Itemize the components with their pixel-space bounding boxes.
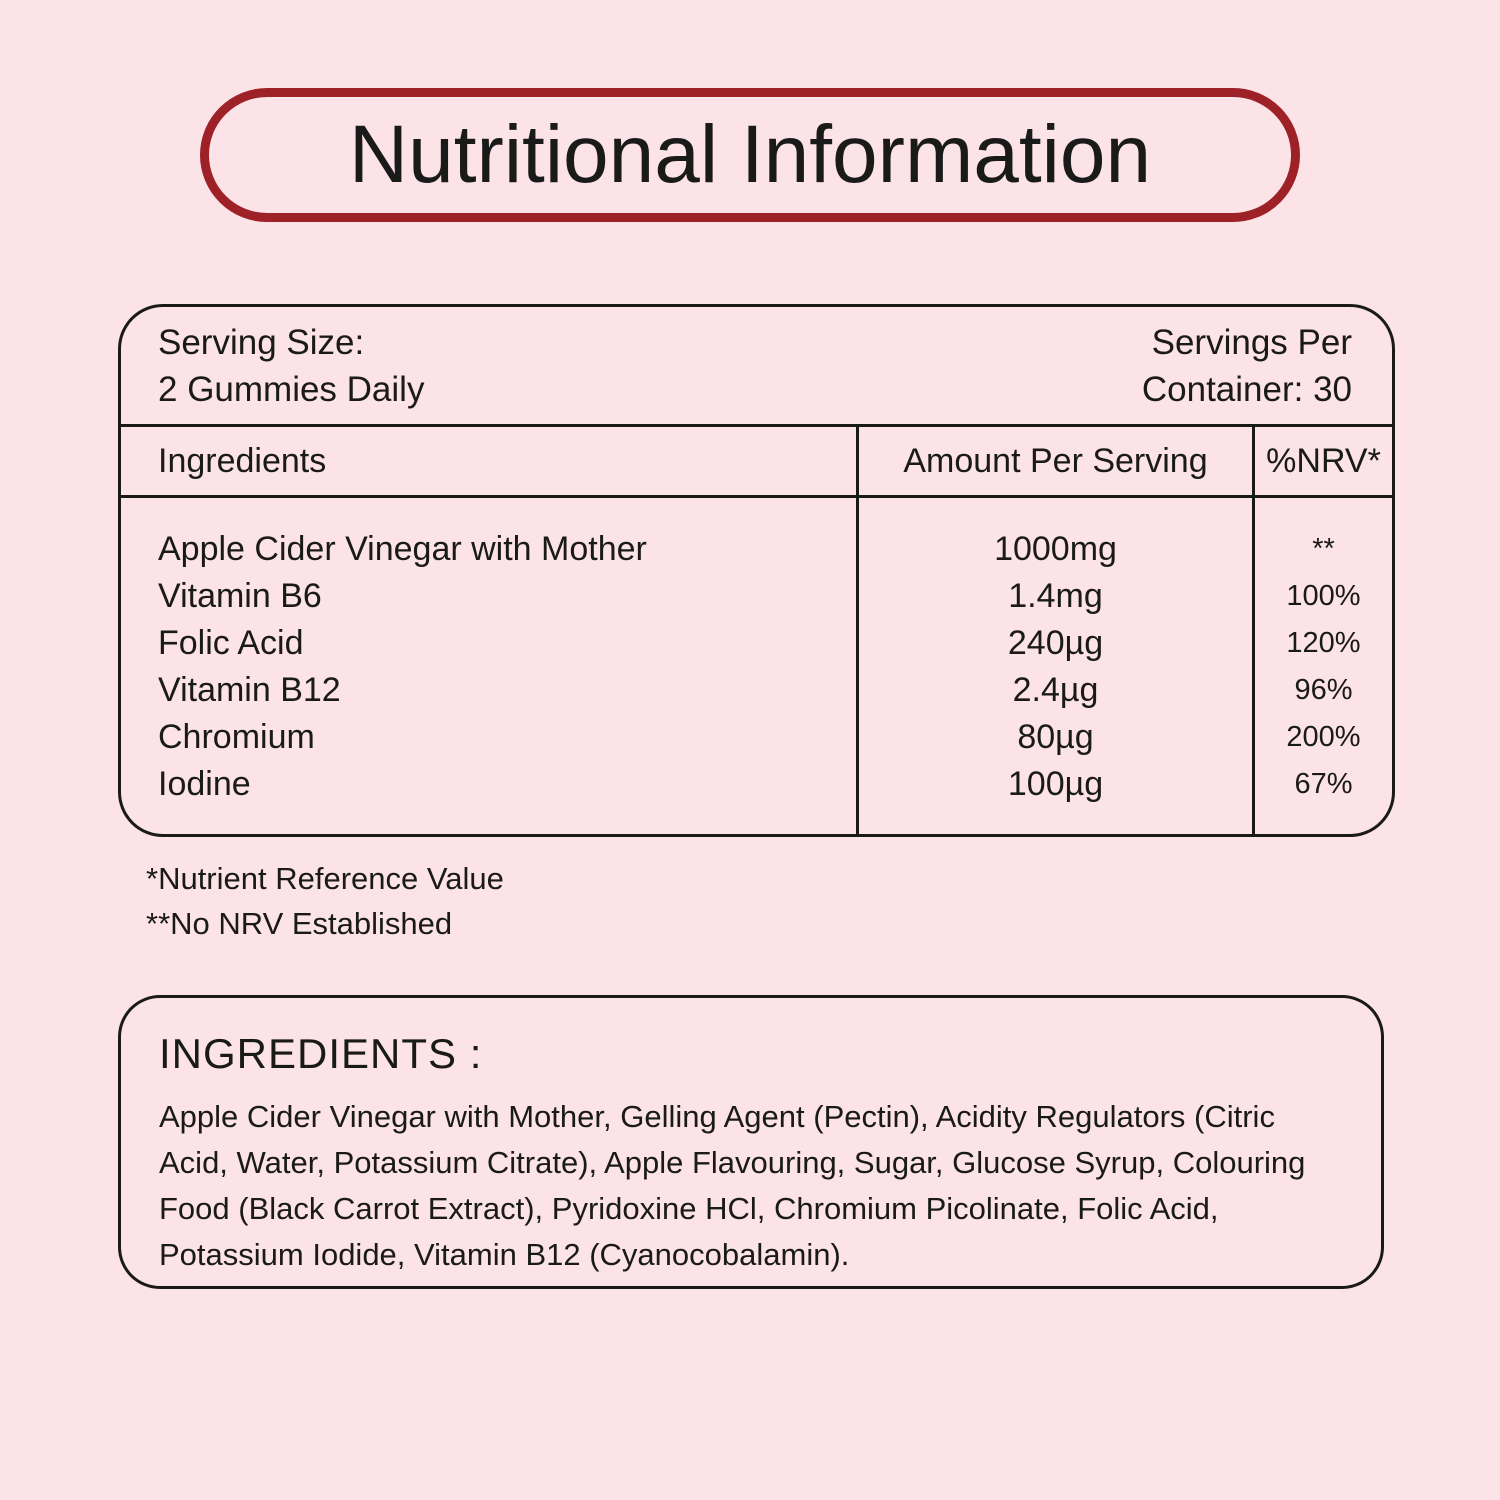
ingredient-name: Vitamin B6 <box>158 577 322 615</box>
ingredient-amount: 1.4mg <box>1008 577 1103 615</box>
ingredient-amount: 1000mg <box>994 530 1117 568</box>
page-title: Nutritional Information <box>348 109 1152 200</box>
nrv-column: ** 100% 120% 96% 200% 67% <box>1255 498 1392 834</box>
ingredient-nrv: 200% <box>1286 721 1361 753</box>
ingredient-nrv: ** <box>1312 533 1335 565</box>
serving-size-value: 2 Gummies Daily <box>158 369 425 409</box>
title-badge: Nutritional Information <box>200 88 1300 222</box>
nutrition-facts-panel: Serving Size: 2 Gummies Daily Servings P… <box>118 304 1395 837</box>
footnote-no-nrv: **No NRV Established <box>146 906 453 941</box>
servings-per-container: Servings Per Container: 30 <box>1142 319 1352 413</box>
footnote-nrv: *Nutrient Reference Value <box>146 861 504 896</box>
ingredient-name: Vitamin B12 <box>158 671 341 709</box>
ingredient-amount: 2.4µg <box>1012 671 1099 709</box>
servings-per-line1: Servings Per <box>1151 322 1352 362</box>
ingredients-heading: INGREDIENTS : <box>159 1030 483 1077</box>
ingredient-nrv: 100% <box>1286 580 1361 612</box>
ingredient-nrv: 67% <box>1294 768 1353 800</box>
ingredient-amount: 100µg <box>1007 765 1104 803</box>
table-body: Apple Cider Vinegar with Mother Vitamin … <box>121 498 1392 834</box>
ingredient-nrv: 96% <box>1294 674 1353 706</box>
header-ingredients: Ingredients <box>158 441 327 480</box>
footnotes: *Nutrient Reference Value **No NRV Estab… <box>146 856 504 946</box>
ingredient-nrv: 120% <box>1286 627 1361 659</box>
table-header-row: Ingredients Amount Per Serving %NRV* <box>121 427 1392 498</box>
ingredient-name: Apple Cider Vinegar with Mother <box>158 530 647 568</box>
header-nrv: %NRV* <box>1266 441 1381 480</box>
ingredient-name: Chromium <box>158 718 315 756</box>
ingredient-name-column: Apple Cider Vinegar with Mother Vitamin … <box>121 498 856 834</box>
amount-column: 1000mg 1.4mg 240µg 2.4µg 80µg 100µg <box>856 498 1255 834</box>
serving-size: Serving Size: 2 Gummies Daily <box>158 319 424 413</box>
servings-per-line2: Container: 30 <box>1141 369 1352 409</box>
ingredient-amount: 240µg <box>1007 624 1104 662</box>
ingredient-name: Folic Acid <box>158 624 304 662</box>
serving-info-row: Serving Size: 2 Gummies Daily Servings P… <box>121 307 1392 427</box>
header-amount-per-serving: Amount Per Serving <box>856 427 1255 495</box>
ingredients-text: Apple Cider Vinegar with Mother, Gelling… <box>159 1099 1306 1272</box>
ingredient-name: Iodine <box>158 765 251 803</box>
serving-size-label: Serving Size: <box>158 322 365 362</box>
ingredients-list-box: INGREDIENTS : Apple Cider Vinegar with M… <box>118 995 1384 1289</box>
ingredient-amount: 80µg <box>1017 718 1094 756</box>
